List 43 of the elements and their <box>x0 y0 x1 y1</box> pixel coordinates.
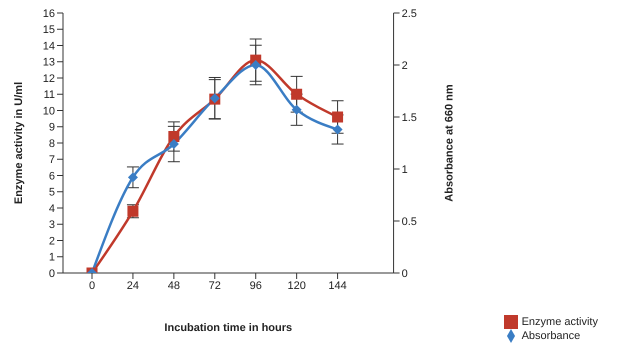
point <box>128 172 138 182</box>
y-tick-label: 9 <box>48 122 55 134</box>
x-tick-label: 24 <box>126 280 140 292</box>
x-tick-label: 72 <box>208 280 221 292</box>
y2-tick-label: 0 <box>402 268 408 280</box>
y-tick-label: 15 <box>42 24 55 36</box>
x-axis-title: Incubation time in hours <box>164 322 292 334</box>
y-tick-label: 12 <box>42 72 55 85</box>
x-tick-label: 96 <box>250 280 262 292</box>
y-tick-label: 8 <box>48 138 55 150</box>
point <box>332 112 344 122</box>
y-tick-label: 4 <box>48 202 55 215</box>
x-tick-label: 0 <box>88 280 96 292</box>
y2-tick-label: 2 <box>402 60 408 72</box>
point <box>292 104 302 115</box>
y2-tick-label: 1 <box>402 164 408 176</box>
point <box>291 88 302 100</box>
y-tick-label: 5 <box>48 186 55 199</box>
point <box>168 139 179 150</box>
y-tick-label: 16 <box>42 8 55 20</box>
point <box>332 124 343 134</box>
y-tick-label: 3 <box>48 219 55 232</box>
legend-label: Enzyme activity <box>522 316 598 328</box>
y2-tick-label: 1.5 <box>402 112 417 124</box>
y-tick-label: 14 <box>42 40 55 52</box>
y2-tick-label: 2.5 <box>402 8 417 20</box>
y-tick-label: 11 <box>44 89 55 102</box>
y-tick-label: 2 <box>48 235 55 248</box>
x-tick-label: 144 <box>328 280 347 292</box>
y-tick-label: 13 <box>42 56 55 69</box>
y-tick-label: 1 <box>48 252 55 264</box>
point <box>168 131 180 142</box>
y2-tick-label: 0.5 <box>402 216 417 228</box>
legend-label: Absorbance <box>522 330 580 342</box>
x-tick-label: 48 <box>168 280 180 292</box>
y-tick-label: 6 <box>48 170 55 182</box>
x-tick-label: 120 <box>287 280 306 292</box>
y-tick-label: 0 <box>48 268 55 280</box>
point <box>250 60 261 70</box>
y2-axis-title: Absorbance at 660 nm <box>443 84 456 202</box>
y-tick-label: 10 <box>42 105 55 118</box>
y-axis-title: Enzyme activity in U/ml <box>12 82 25 204</box>
y-tick-label: 7 <box>48 154 55 166</box>
